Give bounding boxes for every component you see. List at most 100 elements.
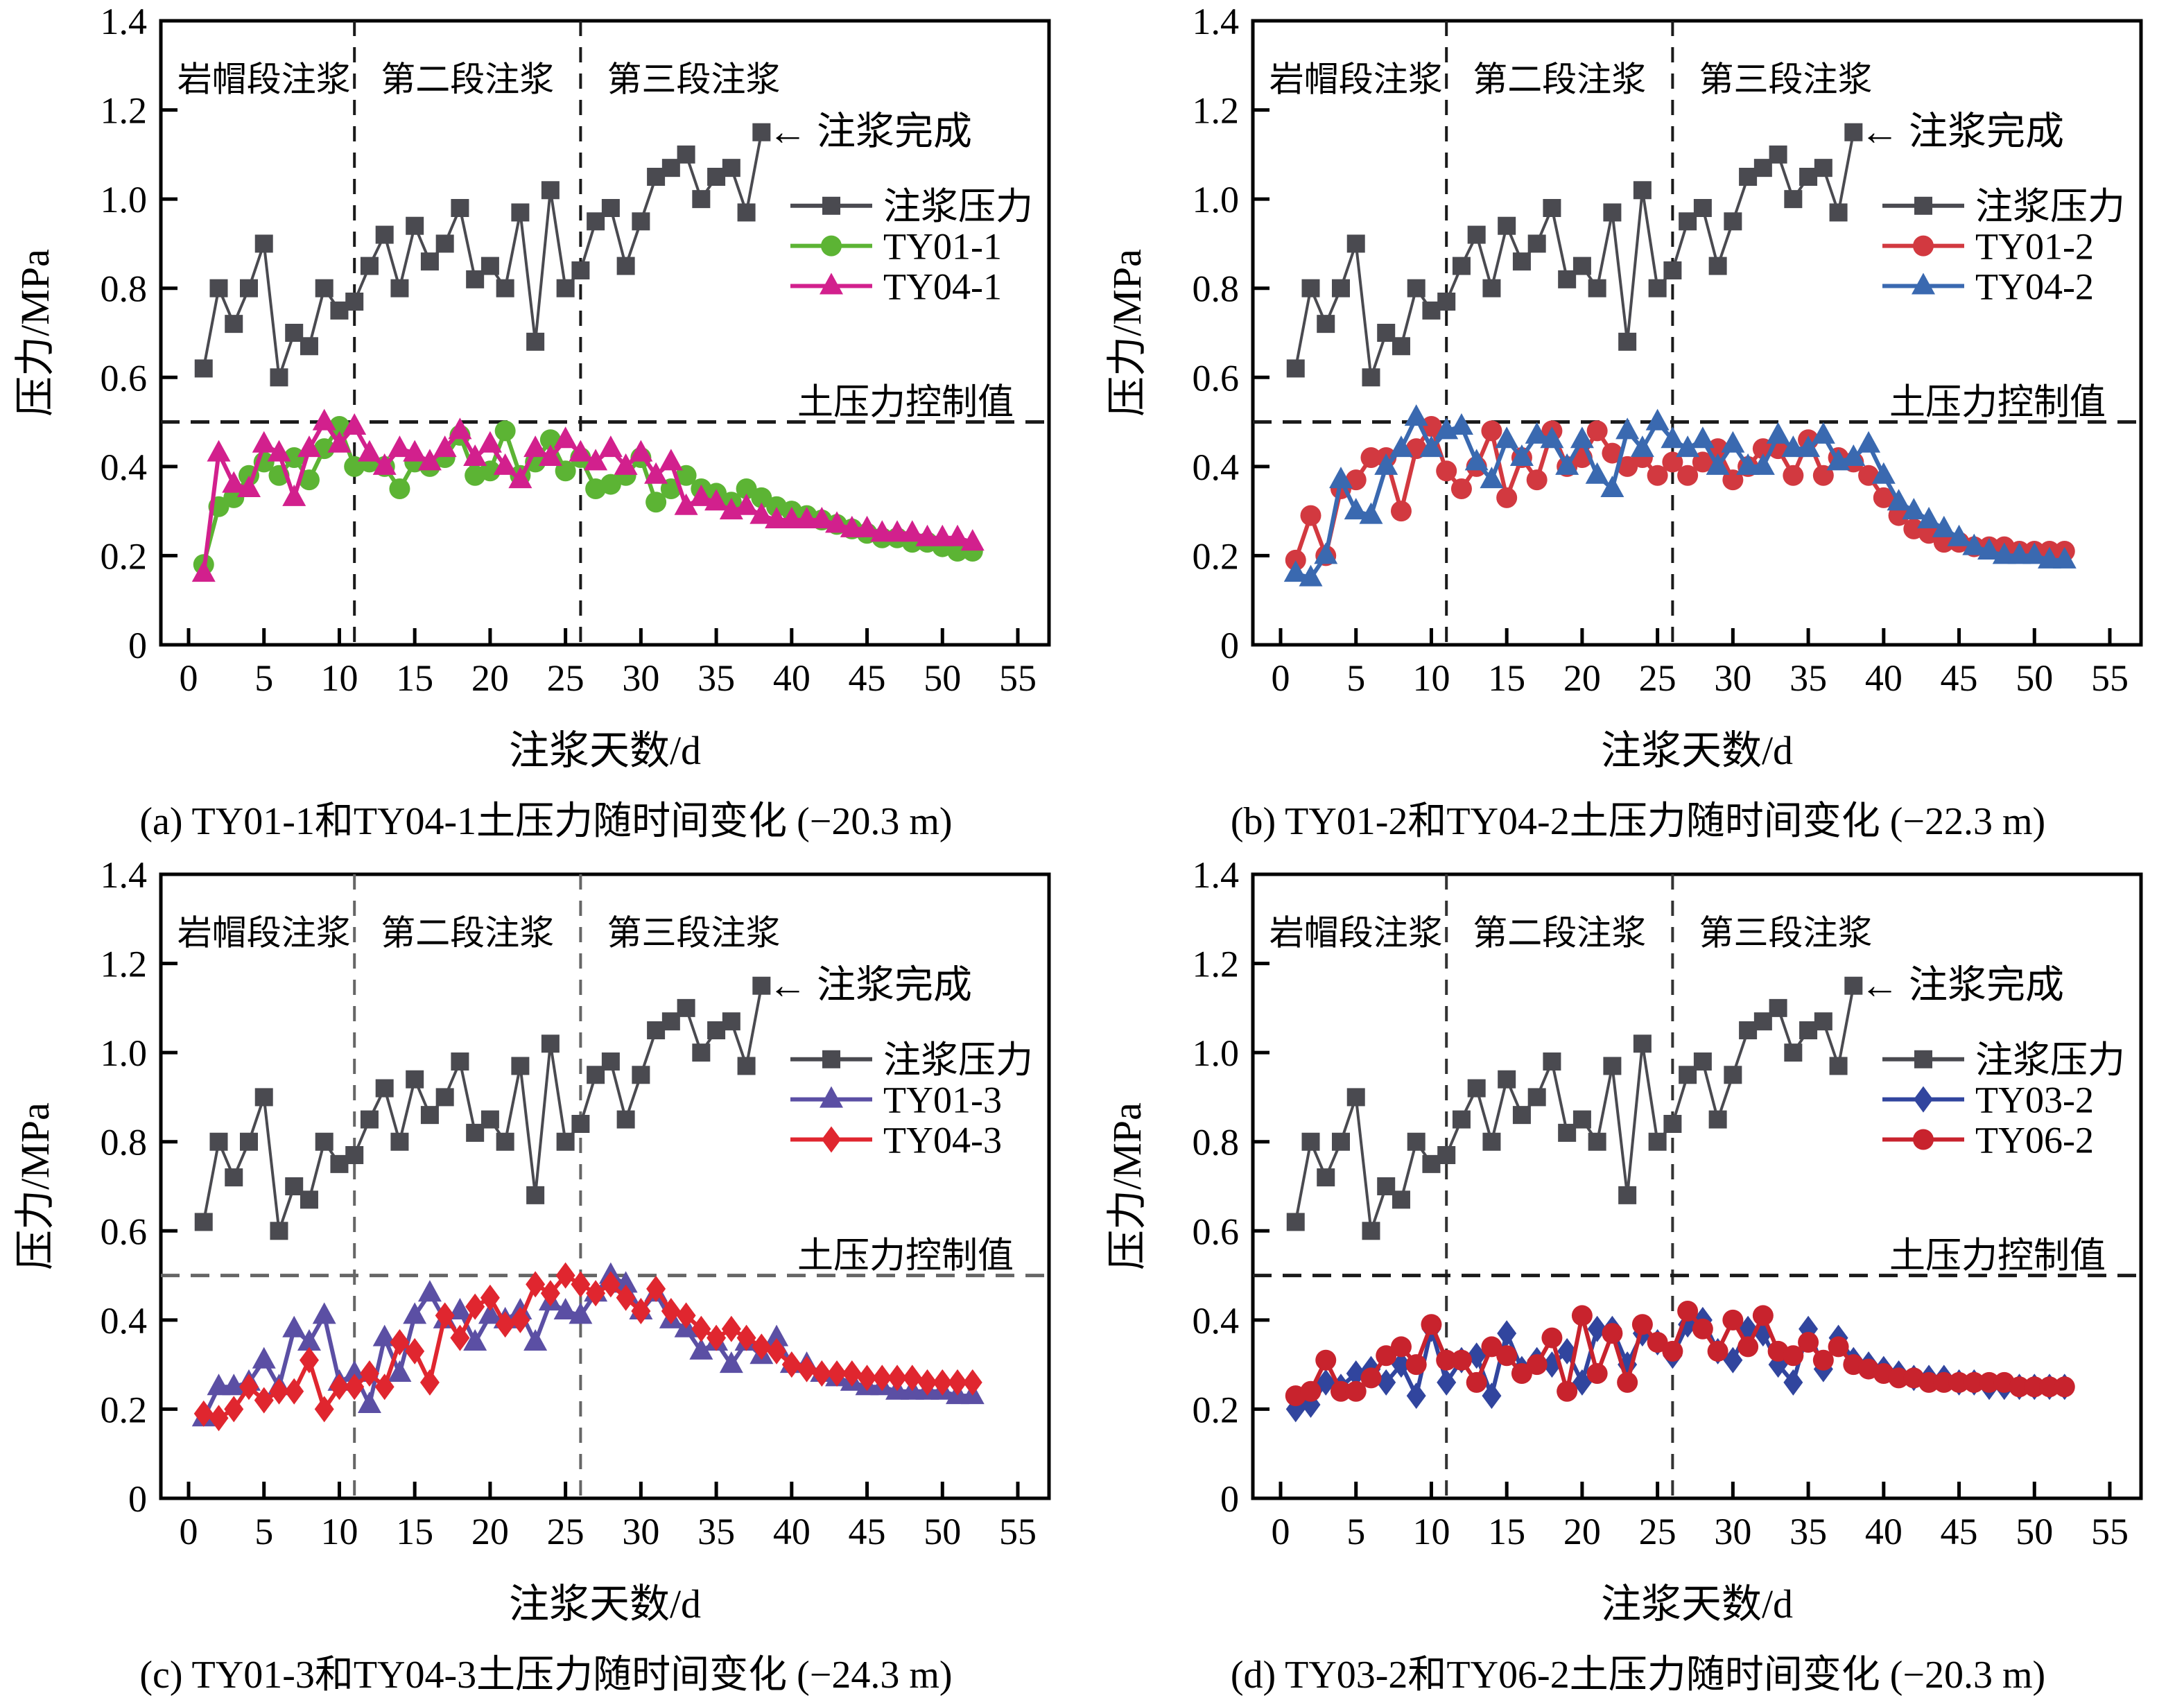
svg-text:0.2: 0.2 — [1193, 535, 1240, 577]
svg-text:注浆天数/d: 注浆天数/d — [1601, 728, 1793, 773]
svg-text:15: 15 — [1488, 1511, 1525, 1552]
svg-text:土压力控制值: 土压力控制值 — [1889, 383, 2106, 423]
series-TY04-1 — [191, 408, 985, 582]
svg-text:岩帽段注浆: 岩帽段注浆 — [1269, 60, 1443, 99]
plot-border — [1251, 19, 2143, 647]
control-limit-label: 土压力控制值 — [797, 1237, 1014, 1276]
svg-text:45: 45 — [1941, 657, 1978, 699]
stage-divider-lines — [353, 874, 582, 1498]
svg-text:1.2: 1.2 — [101, 90, 148, 132]
svg-text:0: 0 — [1272, 1511, 1290, 1552]
svg-text:0.6: 0.6 — [101, 357, 148, 399]
svg-text:1.0: 1.0 — [1193, 1032, 1240, 1074]
svg-text:55: 55 — [999, 657, 1037, 699]
svg-text:注浆压力: 注浆压力 — [1975, 1039, 2125, 1081]
svg-text:TY01-1: TY01-1 — [883, 226, 1002, 268]
svg-text:25: 25 — [1639, 657, 1676, 699]
svg-text:第二段注浆: 第二段注浆 — [1473, 60, 1646, 99]
y-axis-ticks: 0 0.2 0.4 0.6 0.8 1.0 1.2 1.4 — [1193, 854, 1269, 1520]
series-注浆压力 — [194, 976, 771, 1240]
svg-text:0.8: 0.8 — [101, 1122, 148, 1163]
svg-text:50: 50 — [924, 1511, 961, 1552]
series-TY06-2 — [1285, 1301, 2075, 1407]
svg-text:55: 55 — [999, 1511, 1037, 1552]
completion-annotation: ← 注浆完成 — [1860, 111, 2064, 154]
svg-text:55: 55 — [2091, 657, 2129, 699]
svg-text:10: 10 — [320, 1511, 358, 1552]
svg-text:55: 55 — [2091, 1511, 2129, 1552]
plot-border — [159, 872, 1051, 1500]
svg-text:第三段注浆: 第三段注浆 — [607, 914, 780, 953]
x-axis-ticks: 0 5 10 15 20 25 30 35 40 45 50 55 — [1272, 628, 2129, 699]
svg-text:注浆天数/d: 注浆天数/d — [509, 1582, 701, 1627]
svg-text:TY04-1: TY04-1 — [883, 266, 1002, 308]
series-TY04-2 — [1283, 404, 2077, 587]
svg-text:岩帽段注浆: 岩帽段注浆 — [177, 60, 351, 99]
control-limit-label: 土压力控制值 — [1889, 1237, 2106, 1276]
svg-text:0: 0 — [1220, 625, 1239, 666]
svg-text:土压力控制值: 土压力控制值 — [797, 1237, 1014, 1276]
svg-text:压力/MPa: 压力/MPa — [12, 249, 58, 417]
svg-text:45: 45 — [1941, 1511, 1978, 1552]
stage-divider-lines — [1445, 21, 1674, 645]
svg-text:30: 30 — [622, 657, 659, 699]
svg-text:土压力控制值: 土压力控制值 — [1889, 1237, 2106, 1276]
svg-text:1.0: 1.0 — [101, 1032, 148, 1074]
svg-text:土压力控制值: 土压力控制值 — [797, 383, 1014, 423]
stage-region-labels: 岩帽段注浆 第二段注浆 第三段注浆 — [1269, 914, 1873, 953]
svg-text:30: 30 — [1714, 1511, 1751, 1552]
svg-text:40: 40 — [1865, 657, 1903, 699]
svg-text:0.4: 0.4 — [101, 1300, 148, 1342]
svg-text:0.8: 0.8 — [101, 268, 148, 310]
svg-text:0: 0 — [180, 657, 198, 699]
chart-a-canvas: 0 0.2 0.4 0.6 0.8 1.0 1.2 1.4 0 5 10 15 20 25 30 35 40 45… — [12, 1, 1051, 773]
svg-text:岩帽段注浆: 岩帽段注浆 — [1269, 914, 1443, 953]
svg-text:20: 20 — [471, 1511, 509, 1552]
svg-text:35: 35 — [697, 1511, 735, 1552]
completion-annotation: ← 注浆完成 — [768, 111, 972, 154]
svg-text:15: 15 — [396, 1511, 433, 1552]
svg-text:1.2: 1.2 — [1193, 90, 1240, 132]
stage-divider-lines — [1445, 874, 1674, 1498]
y-axis-ticks: 0 0.2 0.4 0.6 0.8 1.0 1.2 1.4 — [101, 854, 177, 1520]
svg-text:5: 5 — [254, 657, 273, 699]
svg-text:45: 45 — [849, 1511, 886, 1552]
svg-text:25: 25 — [1639, 1511, 1676, 1552]
y-axis-label: 压力/MPa — [1104, 1102, 1150, 1270]
y-axis-ticks: 0 0.2 0.4 0.6 0.8 1.0 1.2 1.4 — [101, 1, 177, 666]
svg-text:0.6: 0.6 — [1193, 1211, 1240, 1252]
stage-region-labels: 岩帽段注浆 第二段注浆 第三段注浆 — [177, 914, 781, 953]
svg-text:← 注浆完成: ← 注浆完成 — [1860, 111, 2064, 154]
svg-text:← 注浆完成: ← 注浆完成 — [768, 964, 972, 1007]
svg-text:50: 50 — [2016, 1511, 2053, 1552]
x-axis-label: 注浆天数/d — [1601, 728, 1793, 773]
svg-text:5: 5 — [1346, 657, 1365, 699]
stage-region-labels: 岩帽段注浆 第二段注浆 第三段注浆 — [1269, 60, 1873, 99]
svg-text:40: 40 — [1865, 1511, 1903, 1552]
svg-text:15: 15 — [396, 657, 433, 699]
series-注浆压力 — [1286, 976, 1863, 1240]
chart-b-canvas: 0 0.2 0.4 0.6 0.8 1.0 1.2 1.4 0 5 10 15 20 25 30 35 40 45… — [1104, 1, 2143, 773]
svg-text:第二段注浆: 第二段注浆 — [1473, 914, 1646, 953]
svg-text:注浆压力: 注浆压力 — [883, 186, 1033, 227]
svg-text:0.8: 0.8 — [1193, 268, 1240, 310]
control-limit-label: 土压力控制值 — [1889, 383, 2106, 423]
svg-text:0.6: 0.6 — [1193, 357, 1240, 399]
svg-text:5: 5 — [254, 1511, 273, 1552]
svg-text:30: 30 — [1714, 657, 1751, 699]
series-TY04-3 — [193, 1262, 982, 1432]
svg-text:20: 20 — [471, 657, 509, 699]
x-axis-ticks: 0 5 10 15 20 25 30 35 40 45 50 55 — [180, 628, 1037, 699]
svg-text:← 注浆完成: ← 注浆完成 — [768, 111, 972, 154]
svg-text:50: 50 — [2016, 657, 2053, 699]
svg-text:0: 0 — [180, 1511, 198, 1552]
svg-text:15: 15 — [1488, 657, 1525, 699]
svg-text:第三段注浆: 第三段注浆 — [607, 60, 780, 99]
svg-text:35: 35 — [1789, 657, 1827, 699]
panel-a: 0 0.2 0.4 0.6 0.8 1.0 1.2 1.4 0 5 10 15 20 25 30 35 40 45… — [0, 0, 1092, 854]
svg-text:注浆压力: 注浆压力 — [1975, 186, 2125, 227]
svg-text:0.4: 0.4 — [101, 447, 148, 488]
chart-c-canvas: 0 0.2 0.4 0.6 0.8 1.0 1.2 1.4 0 5 10 15 20 25 30 35 40 45… — [12, 854, 1051, 1627]
